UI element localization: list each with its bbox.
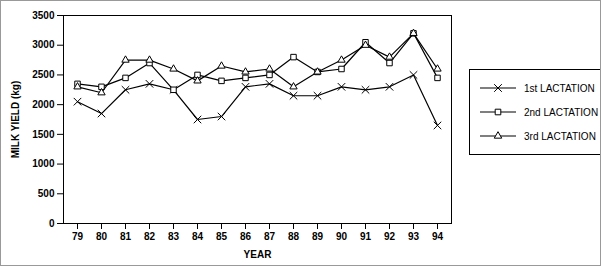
svg-text:3500: 3500 bbox=[32, 10, 55, 21]
svg-text:88: 88 bbox=[288, 231, 300, 242]
svg-text:0: 0 bbox=[49, 218, 55, 229]
svg-text:94: 94 bbox=[432, 231, 444, 242]
svg-text:85: 85 bbox=[216, 231, 228, 242]
svg-text:1000: 1000 bbox=[32, 158, 55, 169]
svg-text:84: 84 bbox=[192, 231, 204, 242]
html-text:3rd LACTATION: 3rd LACTATION bbox=[524, 130, 596, 142]
svg-text:1500: 1500 bbox=[32, 129, 55, 140]
html-text:2nd LACTATION: 2nd LACTATION bbox=[524, 106, 599, 118]
svg-text:93: 93 bbox=[408, 231, 420, 242]
svg-text:2000: 2000 bbox=[32, 99, 55, 110]
svg-text:80: 80 bbox=[96, 231, 108, 242]
svg-text:YEAR: YEAR bbox=[244, 249, 273, 260]
svg-text:89: 89 bbox=[312, 231, 324, 242]
svg-text:500: 500 bbox=[38, 188, 55, 199]
svg-text:86: 86 bbox=[240, 231, 252, 242]
svg-text:92: 92 bbox=[384, 231, 396, 242]
html-text:1st LACTATION: 1st LACTATION bbox=[524, 82, 595, 94]
svg-text:90: 90 bbox=[336, 231, 348, 242]
svg-text:83: 83 bbox=[168, 231, 180, 242]
svg-text:MILK YIELD (kg): MILK YIELD (kg) bbox=[10, 81, 21, 159]
svg-text:87: 87 bbox=[264, 231, 276, 242]
svg-text:79: 79 bbox=[72, 231, 84, 242]
svg-text:82: 82 bbox=[144, 231, 156, 242]
svg-text:91: 91 bbox=[360, 231, 372, 242]
svg-text:3000: 3000 bbox=[32, 39, 55, 50]
svg-text:81: 81 bbox=[120, 231, 132, 242]
svg-text:2500: 2500 bbox=[32, 69, 55, 80]
